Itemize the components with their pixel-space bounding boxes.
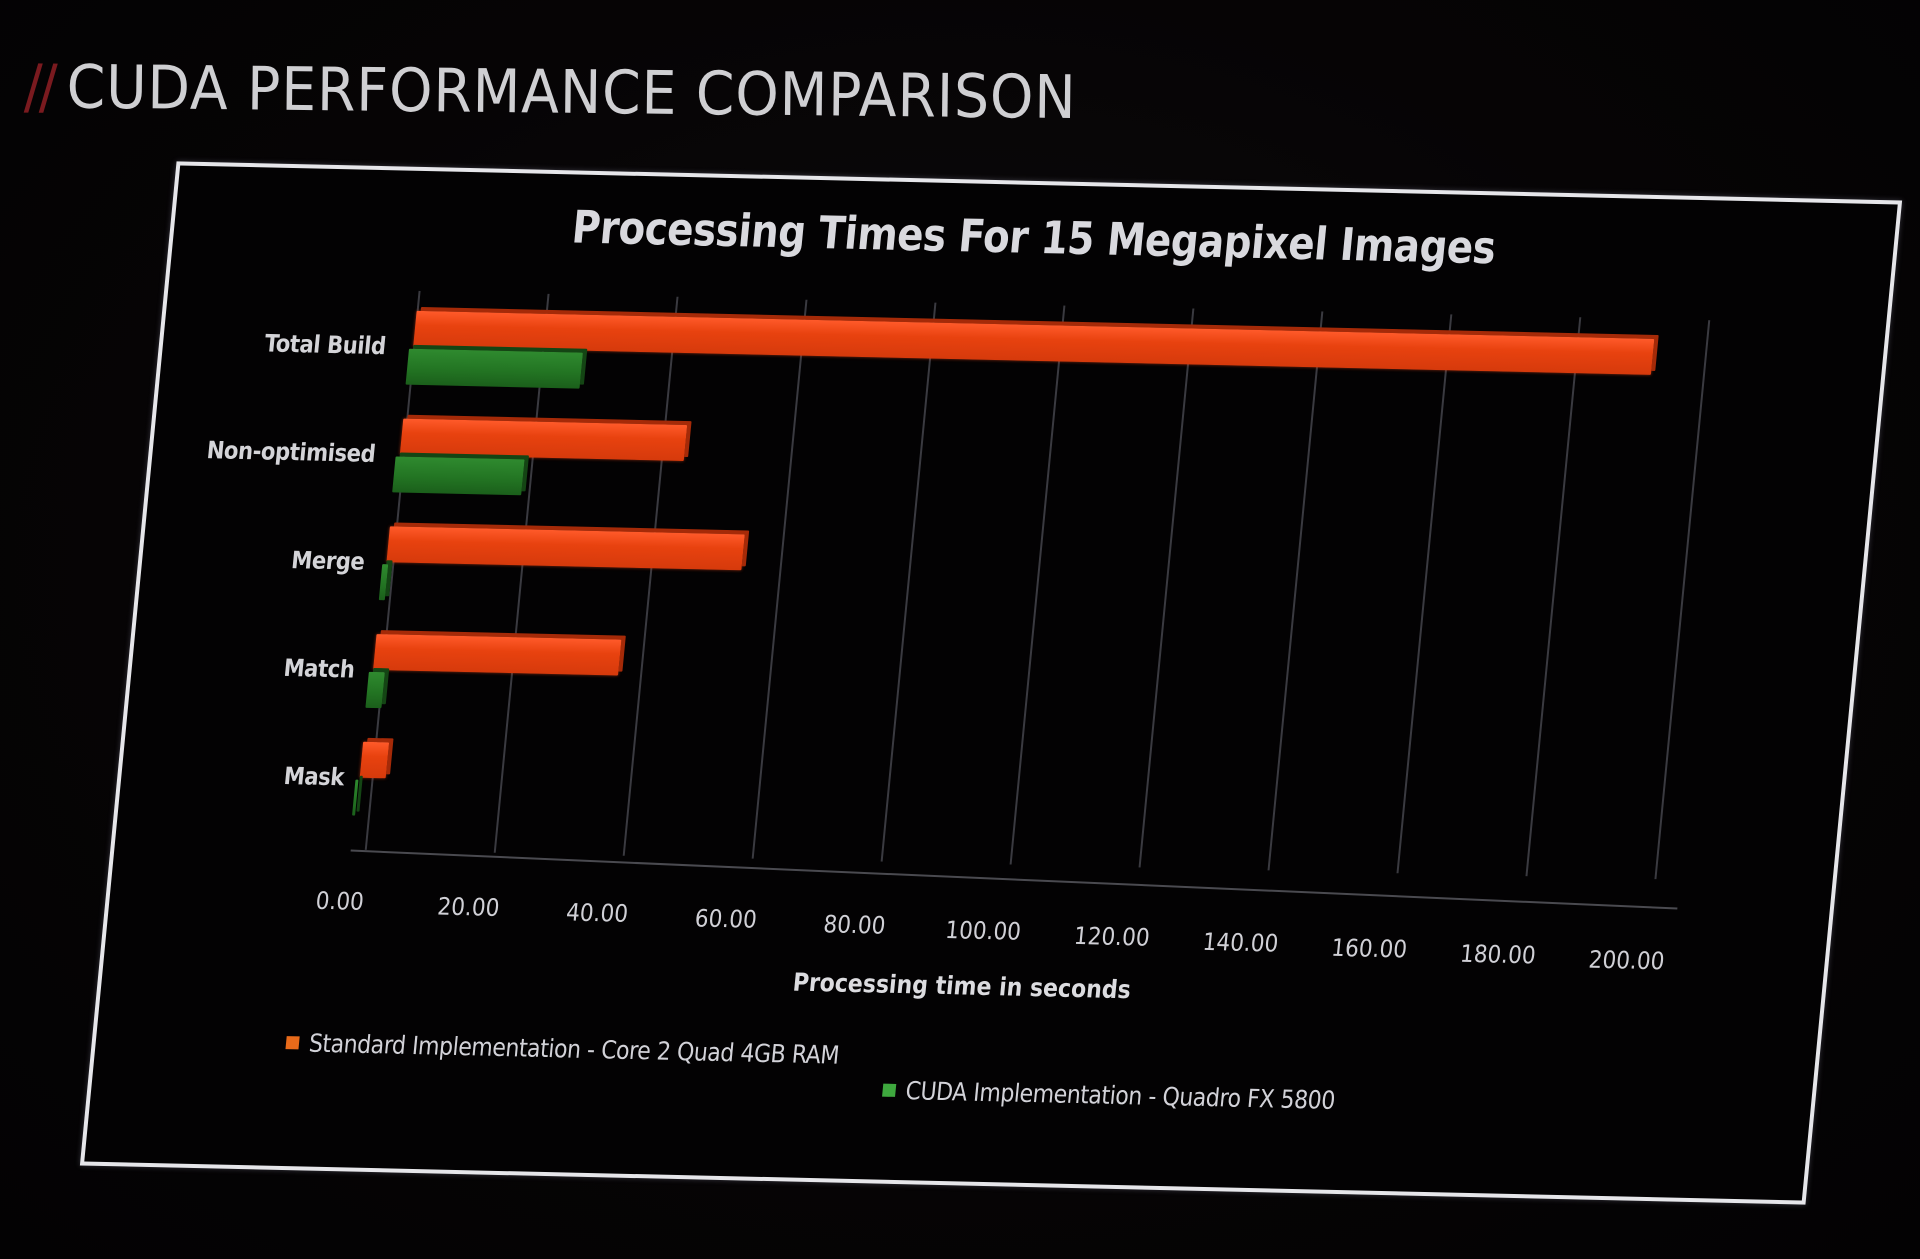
gridline <box>880 302 937 862</box>
category-label: Match <box>282 653 356 684</box>
x-tick-label: 40.00 <box>564 898 630 928</box>
gridline <box>1009 305 1066 865</box>
legend-item-cuda: CUDA Implementation - Quadro FX 5800 <box>881 1076 1394 1117</box>
gridline <box>751 299 808 859</box>
bar-cuda <box>378 564 389 601</box>
bar-standard <box>399 418 688 461</box>
category-label: Total Build <box>262 329 387 361</box>
gridline <box>1654 320 1711 880</box>
chart-legend: Standard Implementation - Core 2 Quad 4G… <box>280 1028 1687 1140</box>
bar-standard <box>359 741 389 779</box>
gridline <box>622 296 679 856</box>
legend-swatch-icon <box>285 1036 300 1050</box>
x-tick-label: 120.00 <box>1072 921 1151 952</box>
legend-swatch-icon <box>882 1083 897 1097</box>
gridline <box>1525 317 1582 877</box>
slide-title: //CUDA PERFORMANCE COMPARISON <box>24 52 1077 133</box>
slide-title-text: CUDA PERFORMANCE COMPARISON <box>66 52 1077 134</box>
bar-standard <box>373 634 622 676</box>
gridline <box>1396 314 1453 874</box>
plot-area: 0.00 20.00 40.00 60.00 80.00 100.00 120.00 140.… <box>205 290 1747 975</box>
x-tick-label: 200.00 <box>1587 945 1666 976</box>
category-label: Mask <box>282 762 346 792</box>
chart-title: Processing Times For 15 Megapixel Images <box>569 200 1499 275</box>
legend-label: CUDA Implementation - Quadro FX 5800 <box>904 1076 1337 1115</box>
bar-cuda <box>392 456 525 496</box>
bar-cuda <box>405 348 584 389</box>
chart-frame: Processing Times For 15 Megapixel Images… <box>79 161 1903 1205</box>
x-tick-label: 80.00 <box>822 910 887 940</box>
title-slashes: // <box>23 52 55 123</box>
x-tick-label: 20.00 <box>436 892 501 922</box>
x-tick-label: 180.00 <box>1458 939 1538 970</box>
legend-label: Standard Implementation - Core 2 Quad 4G… <box>307 1028 841 1070</box>
category-label: Merge <box>290 546 366 576</box>
legend-item-standard: Standard Implementation - Core 2 Quad 4G… <box>285 1028 913 1071</box>
category-label: Non-optimised <box>205 436 377 468</box>
x-tick-label: 100.00 <box>944 916 1023 946</box>
x-tick-label: 0.00 <box>314 886 366 916</box>
bar-standard <box>413 310 1655 375</box>
x-tick-label: 140.00 <box>1201 927 1280 958</box>
bar-standard <box>386 526 745 571</box>
bar-cuda <box>365 671 385 709</box>
x-tick-label: 60.00 <box>693 904 759 934</box>
gridline <box>1138 308 1195 868</box>
x-axis-floor <box>350 849 1678 910</box>
bar-cuda <box>352 779 359 816</box>
x-tick-label: 160.00 <box>1330 933 1409 964</box>
gridline <box>1267 311 1324 871</box>
